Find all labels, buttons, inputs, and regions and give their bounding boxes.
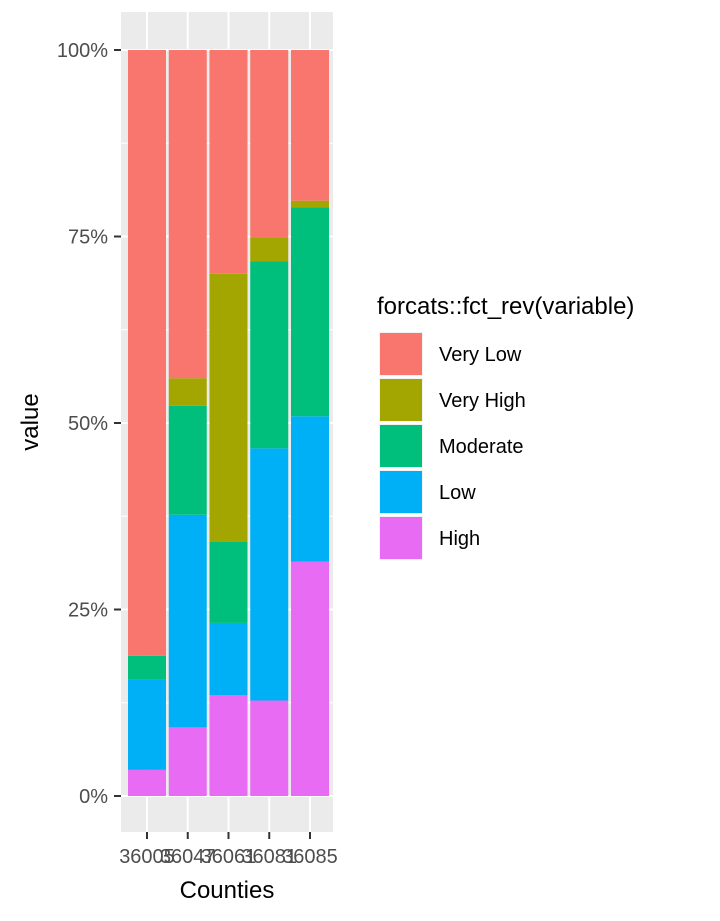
legend-label: Very Low bbox=[439, 344, 522, 366]
bar-segment bbox=[250, 448, 289, 701]
bar-segment bbox=[209, 50, 248, 274]
legend-swatch bbox=[380, 425, 422, 467]
legend: Very Low Very High Moderate Low High bbox=[379, 332, 526, 560]
bar-segment bbox=[168, 50, 207, 379]
bar-segment bbox=[250, 700, 289, 796]
y-tick-label: 100% bbox=[57, 40, 108, 62]
bar-segment bbox=[250, 50, 289, 238]
x-tick-label: 36047 bbox=[160, 846, 216, 868]
y-tick-label: 25% bbox=[68, 600, 108, 622]
y-tick-label: 75% bbox=[68, 227, 108, 249]
legend-swatch bbox=[380, 471, 422, 513]
bar-segment bbox=[291, 416, 329, 562]
bar-segment bbox=[209, 541, 248, 623]
bar-segment bbox=[291, 561, 329, 796]
bar-segment bbox=[168, 405, 207, 515]
legend-swatch bbox=[380, 379, 422, 421]
y-tick-label: 50% bbox=[68, 413, 108, 435]
bar-segment bbox=[291, 207, 329, 417]
legend-label: Low bbox=[439, 482, 476, 504]
legend-swatch bbox=[380, 517, 422, 559]
legend-swatch bbox=[380, 333, 422, 375]
bar-segment bbox=[209, 622, 248, 696]
bar-segment bbox=[128, 50, 166, 656]
bar-segment bbox=[128, 655, 166, 680]
x-tick-label: 36081 bbox=[241, 846, 297, 868]
bar-segment bbox=[250, 237, 289, 262]
bar-segment bbox=[168, 378, 207, 406]
bar-segment bbox=[291, 50, 329, 201]
bar-segment bbox=[128, 769, 166, 796]
bar-segment bbox=[291, 200, 329, 208]
x-tick-label: 36061 bbox=[201, 846, 257, 868]
bar-segment bbox=[168, 514, 207, 728]
x-axis-title: Counties bbox=[180, 877, 275, 904]
x-tick-label: 36085 bbox=[282, 846, 338, 868]
bar-segment bbox=[209, 273, 248, 542]
legend-title: forcats::fct_rev(variable) bbox=[377, 293, 634, 320]
bar-segment bbox=[250, 261, 289, 449]
bars bbox=[128, 50, 329, 796]
bar-segment bbox=[168, 727, 207, 796]
bar-segment bbox=[128, 679, 166, 770]
legend-label: High bbox=[439, 528, 480, 550]
y-axis-title: value bbox=[17, 393, 44, 450]
y-axis: 0% 25% 50% 75% 100% bbox=[57, 40, 121, 808]
bar-segment bbox=[209, 695, 248, 796]
legend-label: Moderate bbox=[439, 436, 524, 458]
y-tick-label: 0% bbox=[79, 786, 108, 808]
legend-label: Very High bbox=[439, 390, 526, 412]
x-tick-label: 36005 bbox=[119, 846, 175, 868]
